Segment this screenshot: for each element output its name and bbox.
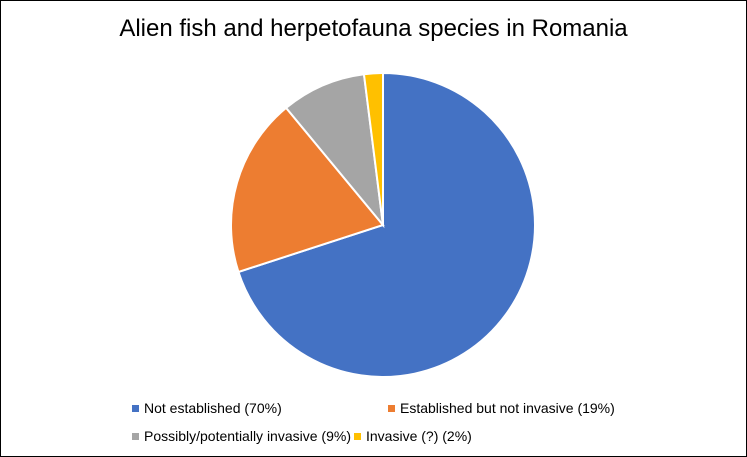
legend-swatch-invasive bbox=[354, 433, 361, 440]
chart-title: Alien fish and herpetofauna species in R… bbox=[119, 15, 628, 42]
pie-slice-established-not-invasive bbox=[230, 106, 385, 274]
legend-item-not-established: Not established (70%) bbox=[132, 399, 282, 417]
pie-slices bbox=[230, 71, 536, 378]
legend-label-not-established: Not established (70%) bbox=[144, 400, 282, 416]
pie-slice-invasive bbox=[362, 71, 384, 226]
legend-swatch-established-not-invasive bbox=[388, 405, 395, 412]
legend-swatch-not-established bbox=[132, 405, 139, 412]
pie-slice-possibly-invasive bbox=[284, 73, 385, 229]
legend-item-invasive: Invasive (?) (2%) bbox=[354, 427, 472, 445]
legend-swatch-possibly-invasive bbox=[132, 433, 139, 440]
legend-label-established-not-invasive: Established but not invasive (19%) bbox=[400, 400, 615, 416]
legend-item-established-not-invasive: Established but not invasive (19%) bbox=[388, 399, 615, 417]
legend-label-invasive: Invasive (?) (2%) bbox=[366, 428, 472, 444]
legend-item-possibly-invasive: Possibly/potentially invasive (9%) bbox=[132, 427, 351, 445]
pie-slice-not-established bbox=[237, 71, 536, 378]
legend-label-possibly-invasive: Possibly/potentially invasive (9%) bbox=[144, 428, 351, 444]
